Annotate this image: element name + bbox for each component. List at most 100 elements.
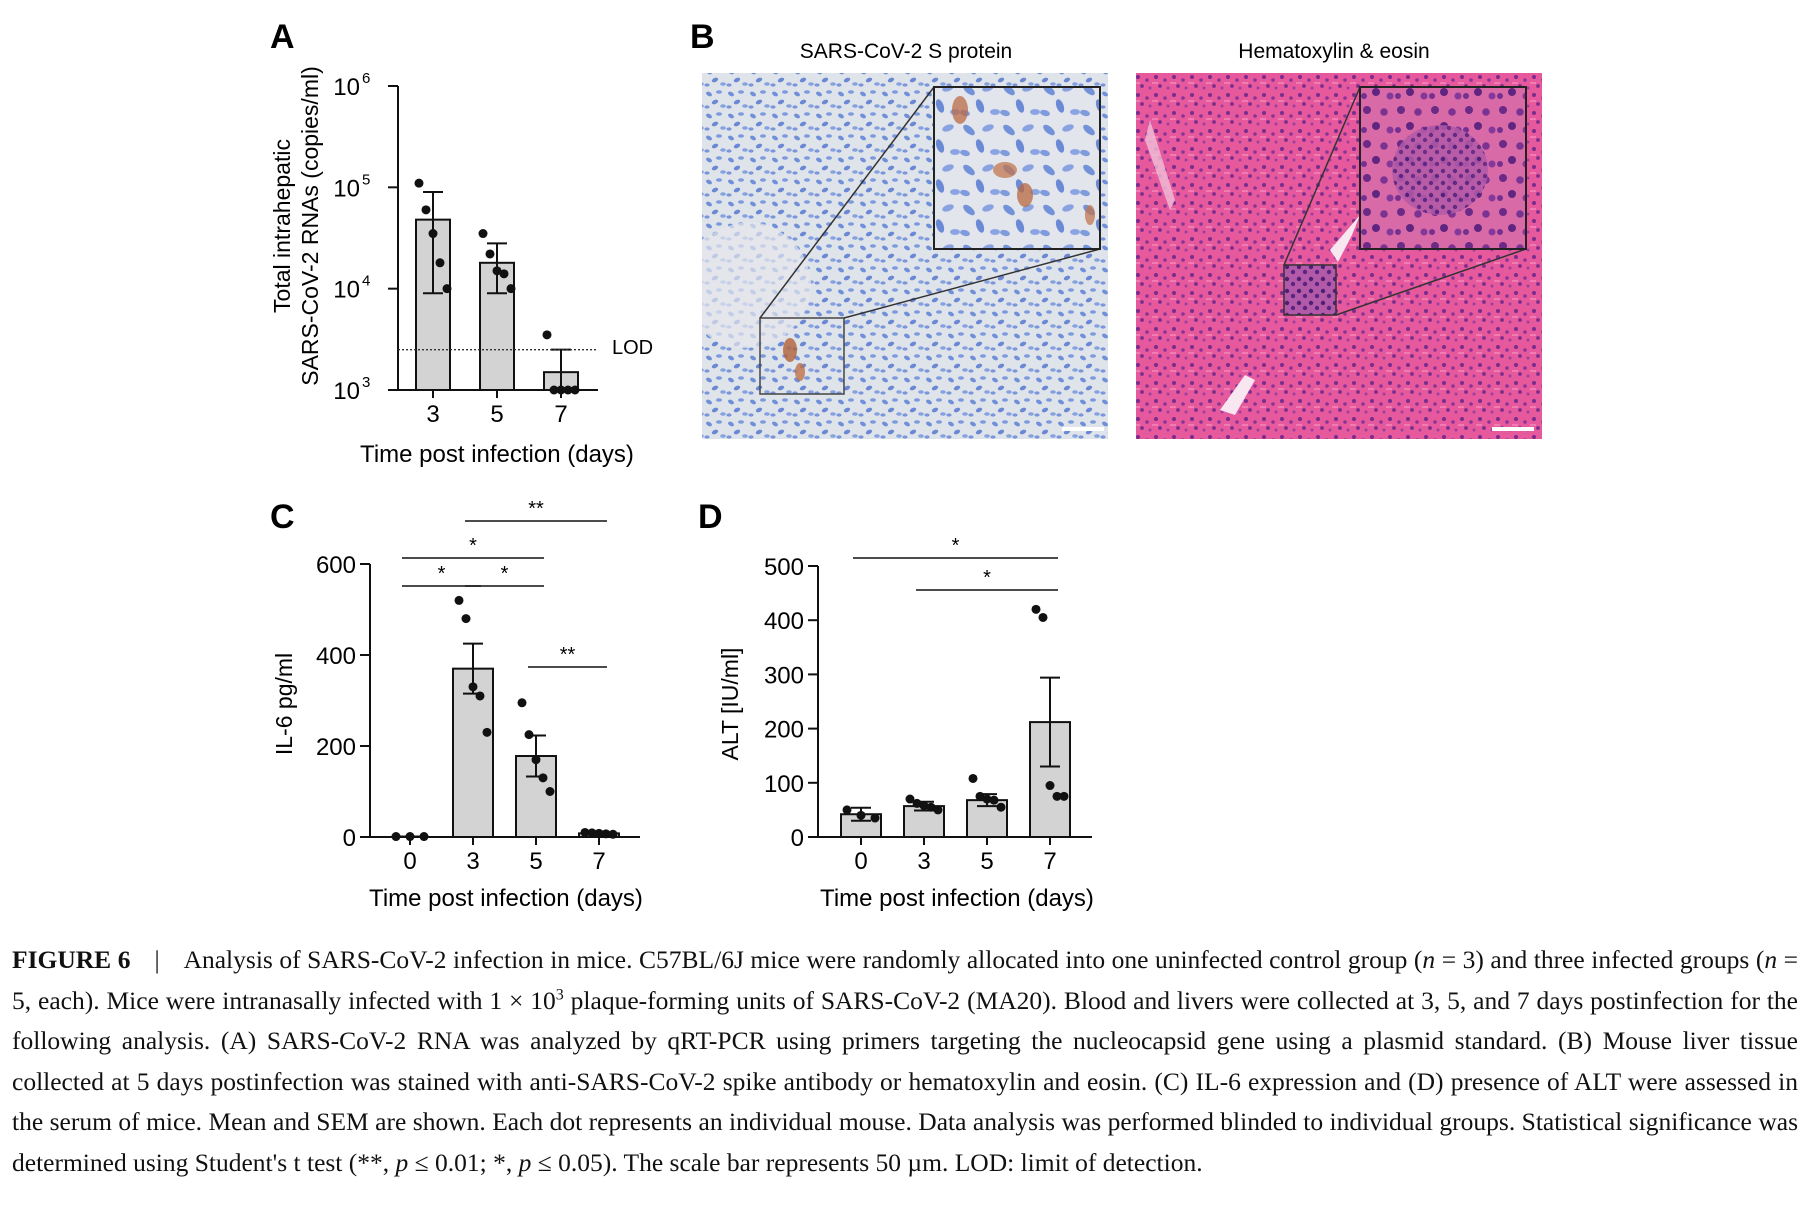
chart-a-y-tick-label: 10 [333, 277, 360, 304]
chart-a-y-tick-label: 10 [333, 74, 360, 101]
chart-d-y-tick-label: 200 [764, 717, 804, 744]
panel-letter-c: C [270, 498, 295, 536]
chart-a-data-point [499, 269, 509, 279]
chart-a-data-point [506, 284, 516, 294]
ihc-zoom-stain [1017, 183, 1033, 207]
chart-c-y-tick-label: 200 [316, 734, 356, 761]
chart-c-y-tick-label: 0 [343, 825, 356, 852]
ihc-pale-region [702, 222, 812, 348]
chart-d-data-point [905, 794, 915, 804]
chart-d-data-point [989, 795, 999, 805]
chart-c-data-point [524, 730, 534, 740]
he-zoom-line [1283, 86, 1361, 266]
chart-a-rna: Total intrahepatic SARS-CoV-2 RNAs (copi… [269, 66, 653, 468]
chart-d-alt: ALT [IU/ml] Time post infection (days) 0… [717, 535, 1094, 912]
chart-a-x-tick-label: 7 [554, 401, 567, 428]
chart-c-data-point [482, 727, 492, 737]
chart-d-xlabel: Time post infection (days) [820, 885, 1094, 912]
chart-d-data-point [933, 805, 943, 815]
chart-a-y-tick-exponent: 3 [362, 374, 370, 391]
ihc-positive-stain [795, 363, 805, 381]
caption-label: FIGURE 6 [12, 945, 131, 974]
chart-c-y-tick-label: 400 [316, 643, 356, 670]
chart-d-data-point [912, 798, 922, 808]
caption-p-var: p [395, 1147, 409, 1177]
chart-d-data-point [926, 802, 936, 812]
he-scale-bar [1492, 427, 1534, 431]
caption-text-6: ≤ 0.05). The scale bar represents 50 µm.… [531, 1147, 1203, 1177]
figure-6: A B C D Total intrahepatic SARS-CoV-2 RN… [269, 18, 1542, 912]
chart-d-data-point [870, 813, 880, 823]
chart-d-data-point [996, 802, 1006, 812]
chart-d-data-point [1045, 781, 1055, 791]
chart-c-significance-label: ** [528, 498, 544, 520]
panel-b-right-title: Hematoxylin & eosin [1238, 40, 1429, 63]
panel-letter-b: B [690, 18, 715, 56]
caption-text-4: plaque-forming units of SARS-CoV-2 (MA20… [12, 985, 1798, 1177]
panel-b-histology: SARS-CoV-2 S protein Hematoxylin & eosin [702, 40, 1542, 439]
chart-c-significance-label: * [469, 535, 477, 557]
chart-a-data-point [485, 249, 495, 259]
chart-c-data-point [580, 827, 590, 837]
panel-b-left-title: SARS-CoV-2 S protein [800, 40, 1012, 63]
chart-c-data-point [531, 755, 541, 765]
he-vessel [1220, 375, 1255, 415]
caption-text-5: ≤ 0.01; *, [408, 1147, 519, 1177]
chart-a-data-point [414, 178, 424, 188]
ihc-zoom-stain [993, 162, 1017, 178]
chart-a-y-tick-exponent: 5 [362, 171, 370, 188]
panel-letter-d: D [698, 498, 723, 536]
chart-d-data-point [842, 805, 852, 815]
he-inset-box [1283, 264, 1337, 316]
chart-c-bar [452, 667, 494, 839]
chart-d-data-point [919, 801, 929, 811]
chart-c-xlabel: Time post infection (days) [369, 885, 643, 912]
chart-c-data-point [454, 595, 464, 605]
chart-d-data-point [1059, 791, 1069, 801]
chart-c-data-point [461, 614, 471, 624]
chart-a-y-tick-exponent: 4 [362, 273, 370, 290]
chart-d-y-tick-label: 500 [764, 554, 804, 581]
chart-d-data-point [856, 810, 866, 820]
ihc-positive-stain [783, 338, 797, 362]
chart-c-il6: IL-6 pg/ml Time post infection (days) 0 2… [271, 498, 643, 912]
chart-d-data-point [975, 791, 985, 801]
he-vessel [1330, 215, 1360, 262]
chart-d-data-point [982, 794, 992, 804]
chart-c-data-point [468, 682, 478, 692]
ihc-inset-box [759, 317, 845, 395]
caption-text-1: Analysis of SARS-CoV-2 infection in mice… [183, 945, 1423, 974]
ihc-zoom-stain [952, 96, 968, 124]
chart-d-x-tick-label: 0 [854, 848, 867, 875]
ihc-zoom-line [759, 86, 935, 319]
chart-d-x-tick-label: 5 [980, 848, 993, 875]
chart-c-data-point [475, 691, 485, 701]
chart-d-y-tick-label: 300 [764, 662, 804, 689]
chart-d-significance-label: * [952, 535, 960, 557]
chart-c-data-point [517, 698, 527, 708]
chart-a-y-tick-label: 10 [333, 175, 360, 202]
chart-d-data-point [1052, 791, 1062, 801]
caption-p-var: p [518, 1147, 532, 1177]
chart-d-y-tick-label: 0 [791, 825, 804, 852]
chart-d-significance-label: * [983, 567, 991, 589]
chart-a-data-point [542, 330, 552, 340]
chart-d-y-tick-label: 400 [764, 608, 804, 635]
caption-n-var: n [1764, 945, 1778, 974]
chart-c-ylabel: IL-6 pg/ml [271, 653, 297, 755]
ihc-zoom-line [843, 248, 1101, 319]
chart-a-lod-label: LOD [612, 337, 653, 359]
he-vessel [1145, 120, 1175, 210]
chart-a-ylabel-line2: SARS-CoV-2 RNAs (copies/ml) [297, 66, 323, 386]
chart-c-data-point [587, 828, 597, 838]
he-zoom-infiltrate [1392, 125, 1488, 215]
chart-c-x-tick-label: 7 [592, 848, 605, 875]
chart-d-x-tick-label: 7 [1043, 848, 1056, 875]
figure-caption: FIGURE 6 | Analysis of SARS-CoV-2 infectio… [12, 940, 1798, 1183]
chart-d-x-tick-label: 3 [917, 848, 930, 875]
chart-a-data-point [478, 229, 488, 239]
chart-a-x-tick-label: 3 [426, 401, 439, 428]
chart-a-data-point [442, 284, 452, 294]
chart-a-x-tick-label: 5 [490, 401, 503, 428]
chart-c-data-point [545, 787, 555, 796]
